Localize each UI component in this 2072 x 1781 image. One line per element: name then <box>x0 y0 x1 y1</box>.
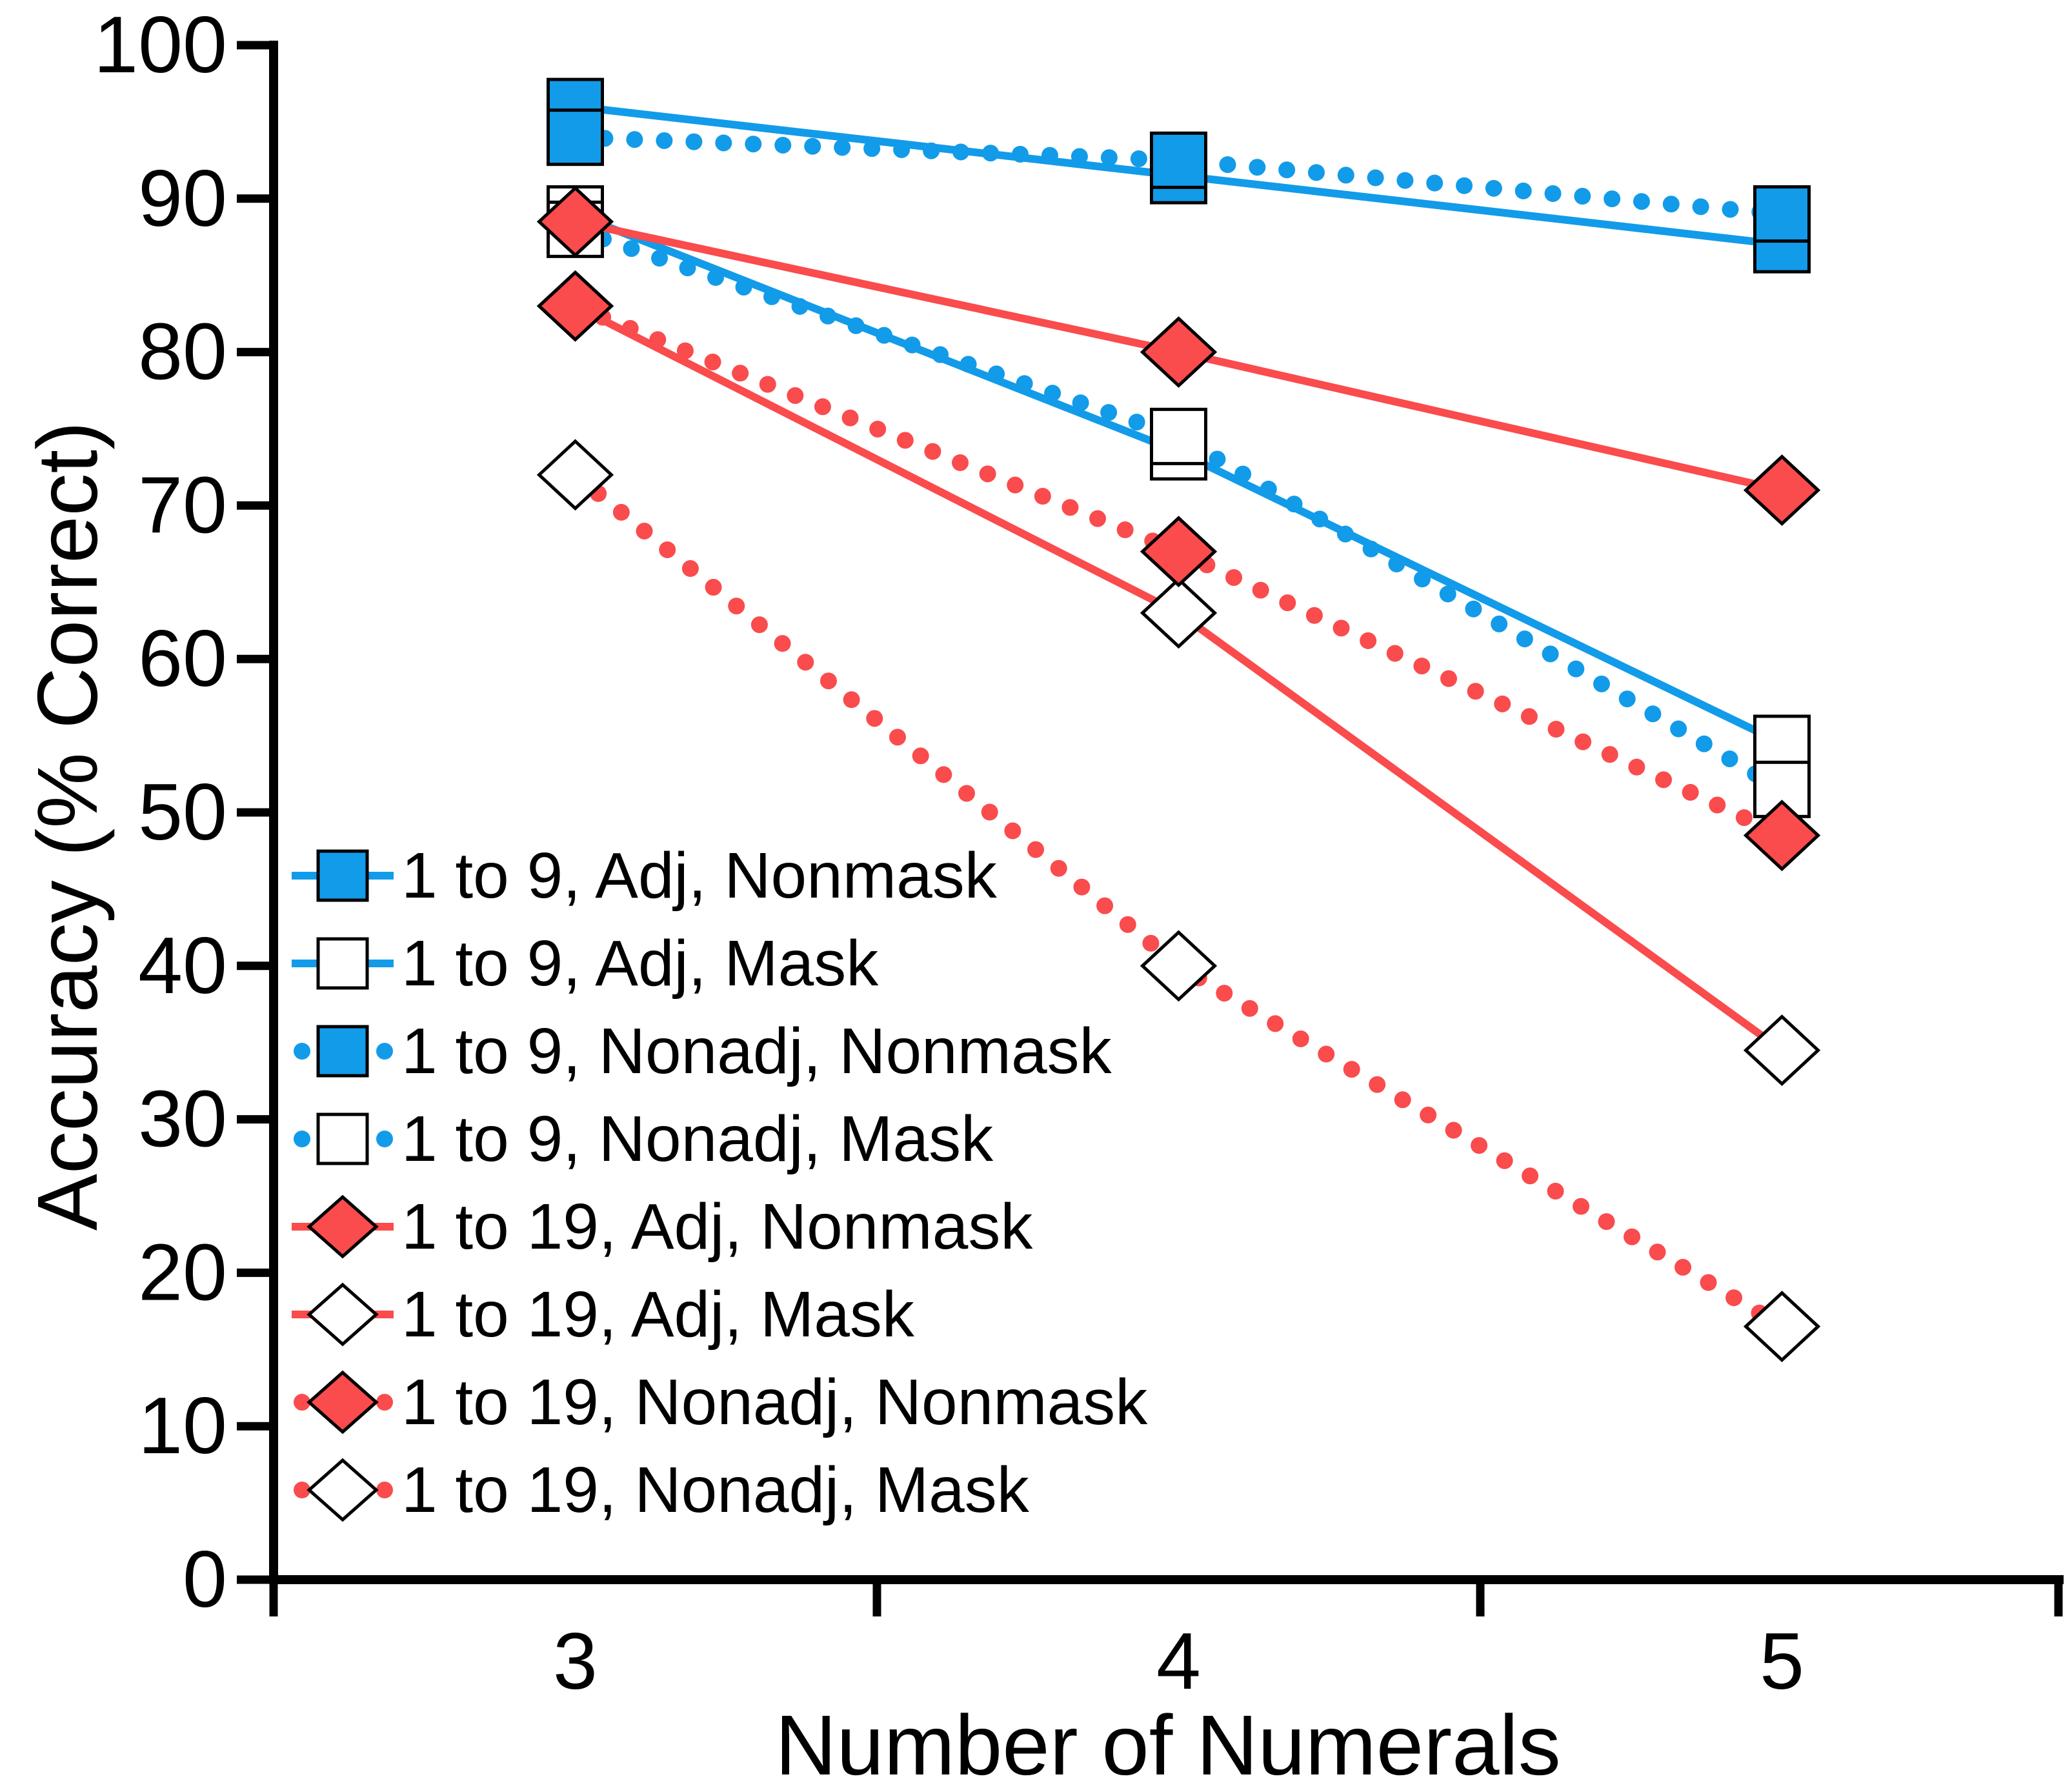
data-point-marker <box>1743 454 1821 527</box>
data-point-marker <box>1140 930 1218 1002</box>
legend-dot <box>376 1394 393 1411</box>
y-axis-title: Accuracy (% Correct) <box>20 421 115 1231</box>
x-axis-title: Number of Numerals <box>775 1698 1561 1781</box>
legend-item-1-to-9-nonadj-nonmask: 1 to 9, Nonadj, Nonmask <box>294 1015 1112 1087</box>
legend-item-1-to-9-adj-nonmask: 1 to 9, Adj, Nonmask <box>292 840 998 912</box>
legend-label: 1 to 19, Adj, Mask <box>401 1278 915 1351</box>
data-point-marker <box>536 270 614 342</box>
legend-marker <box>316 1025 369 1078</box>
legend-item-1-to-19-adj-nonmask: 1 to 19, Adj, Nonmask <box>292 1191 1033 1263</box>
series-layer <box>536 77 1821 1363</box>
data-point-marker <box>1140 516 1218 588</box>
legend-dot <box>294 1043 310 1060</box>
legend-dot <box>294 1482 310 1498</box>
legend-marker <box>316 937 369 990</box>
data-point-marker <box>1743 1291 1821 1363</box>
data-point-marker <box>536 439 614 511</box>
y-tick-label: 60 <box>138 614 227 703</box>
legend-item-1-to-9-adj-mask: 1 to 9, Adj, Mask <box>292 927 879 1000</box>
y-tick-label: 0 <box>183 1535 227 1624</box>
axes-layer: 0 10 20 30 40 50 60 70 80 90 100 3 4 5 <box>94 1 2064 1706</box>
data-point-marker <box>1150 407 1207 465</box>
legend-label: 1 to 9, Adj, Mask <box>401 927 879 1000</box>
legend-label: 1 to 9, Adj, Nonmask <box>401 840 998 912</box>
legend-label: 1 to 9, Nonadj, Nonmask <box>401 1015 1112 1087</box>
legend-label: 1 to 19, Adj, Nonmask <box>401 1191 1033 1263</box>
y-tick-label: 90 <box>138 154 227 243</box>
legend-layer: 1 to 9, Adj, Nonmask 1 to 9, Adj, Mask 1 t… <box>292 840 1148 1526</box>
legend-item-1-to-19-nonadj-nonmask: 1 to 19, Nonadj, Nonmask <box>294 1366 1148 1438</box>
legend-marker <box>316 1112 369 1165</box>
series-6 <box>536 270 1821 1087</box>
legend-item-1-to-9-nonadj-mask: 1 to 9, Nonadj, Mask <box>294 1103 994 1175</box>
legend-label: 1 to 19, Nonadj, Mask <box>401 1454 1030 1526</box>
data-point-marker <box>1753 185 1811 243</box>
series-2 <box>547 185 1811 772</box>
series-line-dotted <box>567 221 1791 798</box>
legend-dot <box>376 1482 393 1498</box>
data-point-marker <box>1743 800 1821 872</box>
legend-marker <box>307 1282 379 1347</box>
y-tick-label: 30 <box>138 1075 227 1164</box>
series-3 <box>547 108 1811 243</box>
y-tick-label: 70 <box>138 461 227 550</box>
series-8 <box>536 439 1821 1363</box>
data-point-marker <box>536 186 614 257</box>
series-line-dotted <box>567 128 1791 223</box>
y-tick-label: 20 <box>138 1228 227 1317</box>
data-point-marker <box>547 108 604 166</box>
legend-dot <box>376 1131 393 1147</box>
legend-label: 1 to 19, Nonadj, Nonmask <box>401 1366 1148 1438</box>
series-7 <box>536 270 1821 872</box>
x-tick-label: 3 <box>553 1617 598 1706</box>
legend-item-1-to-19-adj-mask: 1 to 19, Adj, Mask <box>292 1278 915 1351</box>
series-5 <box>536 186 1821 527</box>
legend-marker <box>316 849 369 902</box>
legend-dot <box>294 1131 310 1147</box>
legend-dot <box>294 1394 310 1411</box>
data-point-marker <box>1743 1014 1821 1087</box>
data-point-marker <box>1140 577 1218 649</box>
data-point-marker <box>1150 131 1207 189</box>
y-tick-label: 100 <box>94 1 227 90</box>
legend-label: 1 to 9, Nonadj, Mask <box>401 1103 994 1175</box>
legend-dot <box>376 1043 393 1060</box>
y-tick-label: 50 <box>138 768 227 857</box>
data-point-marker <box>1140 316 1218 388</box>
x-tick-label: 5 <box>1760 1617 1804 1706</box>
x-tick-label: 4 <box>1156 1617 1201 1706</box>
y-tick-label: 10 <box>138 1382 227 1471</box>
legend-item-1-to-19-nonadj-mask: 1 to 19, Nonadj, Mask <box>294 1454 1030 1526</box>
legend-marker <box>307 1458 379 1522</box>
y-tick-label: 80 <box>138 308 227 397</box>
legend-marker <box>307 1370 379 1434</box>
series-4 <box>547 200 1811 818</box>
y-tick-label: 40 <box>138 921 227 1011</box>
legend-marker <box>307 1194 379 1259</box>
